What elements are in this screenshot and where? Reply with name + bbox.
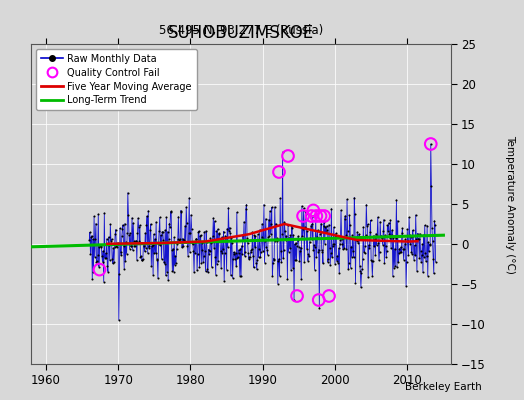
Text: 56.495 N, 93.277 E (Russia): 56.495 N, 93.277 E (Russia) <box>159 24 323 37</box>
Title: SUHOBUZIMSKOE: SUHOBUZIMSKOE <box>168 24 314 42</box>
Legend: Raw Monthly Data, Quality Control Fail, Five Year Moving Average, Long-Term Tren: Raw Monthly Data, Quality Control Fail, … <box>36 49 197 110</box>
Point <box>309 207 318 214</box>
Point <box>427 141 435 147</box>
Point <box>275 169 283 175</box>
Point <box>284 153 292 159</box>
Point <box>314 297 323 303</box>
Text: Berkeley Earth: Berkeley Earth <box>406 382 482 392</box>
Point <box>299 213 307 219</box>
Point <box>312 213 321 219</box>
Point <box>293 293 301 299</box>
Point <box>316 213 325 219</box>
Point <box>320 213 329 219</box>
Point <box>325 293 333 299</box>
Y-axis label: Temperature Anomaly (°C): Temperature Anomaly (°C) <box>505 134 515 274</box>
Point <box>307 213 315 219</box>
Point <box>95 266 104 273</box>
